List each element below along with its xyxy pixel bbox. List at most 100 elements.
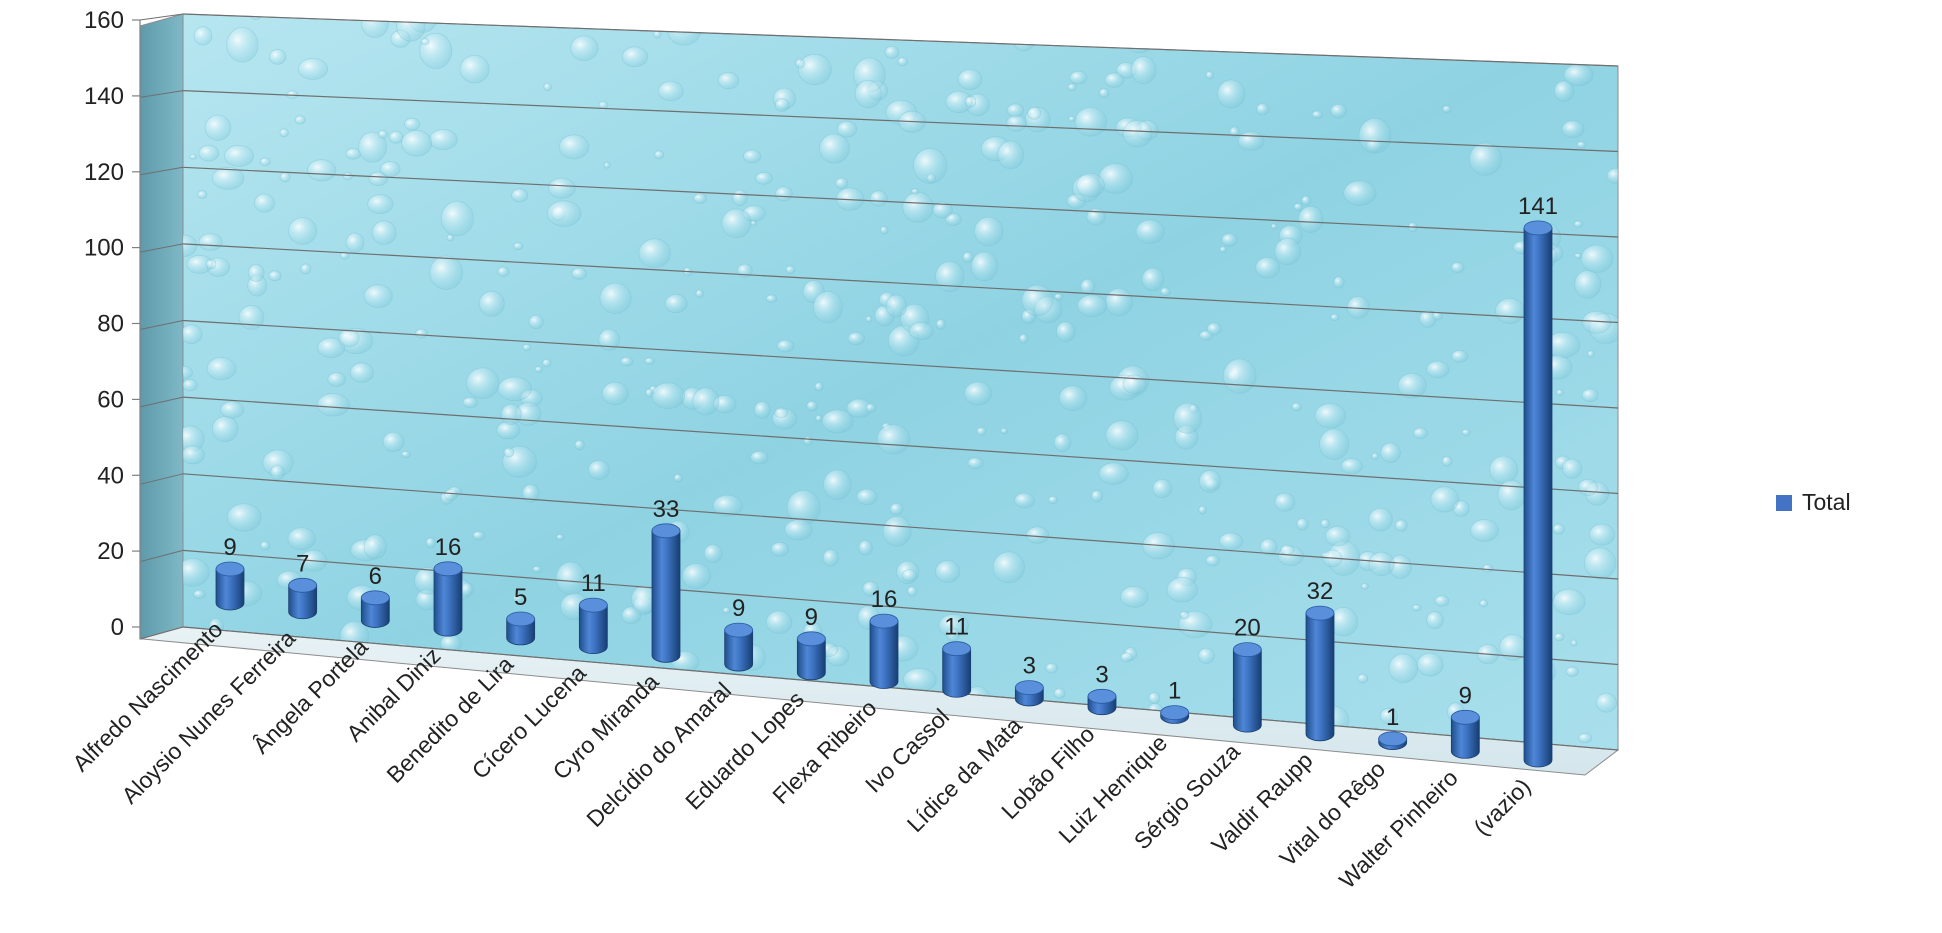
- water-drop: [183, 378, 198, 392]
- bar-top: [796, 631, 826, 647]
- water-drop: [388, 130, 404, 144]
- water-drop: [854, 79, 882, 109]
- water-drop: [935, 260, 965, 292]
- water-drop: [1580, 244, 1614, 273]
- water-drop: [1198, 469, 1222, 493]
- water-drop: [822, 549, 839, 567]
- water-drop: [1606, 167, 1618, 184]
- water-drop: [534, 366, 544, 373]
- water-drop: [1426, 611, 1444, 629]
- water-drop: [682, 563, 712, 590]
- water-drop: [279, 128, 289, 138]
- water-drop: [1118, 16, 1126, 23]
- water-drop: [563, 713, 583, 729]
- water-drop: [1340, 458, 1363, 475]
- water-drop: [889, 502, 904, 516]
- water-drop: [1469, 142, 1503, 176]
- water-drop: [1297, 205, 1324, 233]
- bar-body: [288, 584, 318, 620]
- water-drop: [401, 450, 411, 458]
- water-drop: [363, 534, 387, 560]
- water-drop: [879, 225, 889, 235]
- water-drop: [667, 15, 702, 46]
- water-drop: [722, 607, 731, 614]
- water-drop: [1027, 106, 1042, 120]
- bar-top: [1523, 220, 1553, 236]
- water-drop: [1360, 583, 1369, 590]
- water-drop: [1166, 577, 1198, 603]
- water-drop: [945, 212, 962, 226]
- water-drop: [1320, 519, 1330, 529]
- water-drop: [1589, 523, 1616, 546]
- water-drop: [869, 14, 881, 27]
- water-drop: [497, 266, 510, 277]
- side-gridline: [139, 13, 184, 21]
- water-drop: [862, 581, 879, 597]
- y-tick-label: 140: [84, 83, 124, 110]
- y-tick-label: 40: [97, 462, 124, 489]
- water-drop: [367, 194, 394, 215]
- bar-top: [433, 561, 463, 577]
- water-drop: [561, 703, 590, 726]
- water-drop: [1259, 538, 1278, 556]
- water-drop: [570, 35, 599, 61]
- water-drop: [1014, 492, 1035, 509]
- bar-top: [724, 622, 754, 638]
- bar-top: [869, 613, 899, 629]
- bar: [724, 622, 754, 672]
- water-drop: [511, 188, 529, 203]
- water-drop: [1130, 56, 1157, 85]
- water-drop: [1256, 102, 1270, 116]
- water-drop: [1430, 486, 1459, 513]
- water-drop: [775, 186, 793, 202]
- data-label: 5: [514, 584, 527, 611]
- water-drop: [935, 318, 947, 330]
- water-drop: [183, 557, 210, 587]
- water-drop: [900, 713, 912, 723]
- water-drop: [1330, 103, 1347, 119]
- water-drop: [1098, 87, 1110, 99]
- bar-top: [578, 597, 608, 613]
- x-tick-label: Delcídio do Amaral: [581, 677, 736, 832]
- water-drop: [543, 82, 552, 92]
- water-drop: [1136, 14, 1150, 23]
- water-drop: [976, 426, 987, 436]
- water-drop: [1076, 173, 1105, 198]
- water-drop: [1021, 284, 1054, 317]
- water-drop: [1441, 38, 1468, 59]
- water-drop: [795, 58, 805, 69]
- data-label: 1: [1168, 678, 1181, 705]
- gridline: [182, 396, 1619, 495]
- water-drop: [814, 382, 824, 392]
- water-drop: [935, 560, 961, 583]
- y-axis-ticks: 0 20 40 60 80 100 120 140 160: [84, 7, 141, 641]
- water-drop: [1122, 374, 1147, 395]
- water-drop: [1105, 420, 1139, 451]
- water-drop: [1497, 479, 1526, 511]
- water-drop: [750, 450, 769, 465]
- water-drop: [1120, 652, 1133, 663]
- water-drop: [1578, 478, 1599, 496]
- bar-body: [1305, 612, 1335, 742]
- bar-top: [1305, 605, 1335, 621]
- water-drop: [420, 38, 430, 45]
- water-drop: [1105, 287, 1133, 317]
- water-drop: [522, 343, 532, 351]
- bar-top: [942, 641, 972, 657]
- water-drop: [1058, 385, 1088, 411]
- water-drop: [288, 217, 318, 245]
- water-drop: [1127, 14, 1148, 25]
- water-drop: [238, 304, 265, 330]
- y-tick-label: 0: [111, 614, 124, 641]
- water-drop: [226, 503, 262, 532]
- water-drop: [1080, 278, 1096, 296]
- water-drop: [1371, 452, 1379, 460]
- water-drop: [1148, 692, 1161, 705]
- water-drop: [956, 26, 968, 38]
- side-gridline: [139, 166, 184, 176]
- water-drop: [1218, 532, 1244, 550]
- water-drop: [1068, 115, 1076, 122]
- water-drop: [885, 294, 907, 318]
- bar-top: [1450, 709, 1480, 725]
